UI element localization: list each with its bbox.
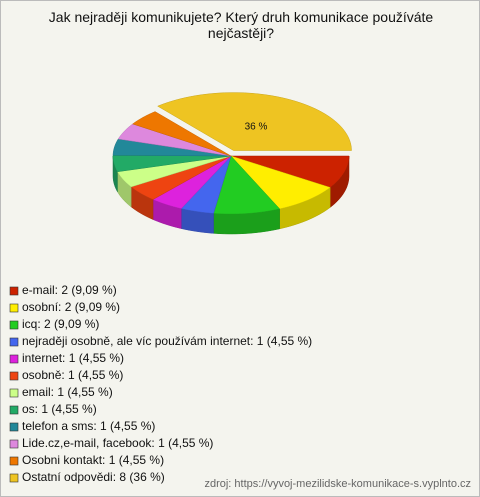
legend-label: osobní: 2 (9,09 %) — [22, 300, 120, 314]
slice — [112, 155, 232, 173]
legend-swatch — [9, 456, 19, 466]
legend-swatch — [9, 320, 19, 330]
legend-label: internet: 1 (4,55 %) — [22, 351, 124, 365]
legend-swatch — [9, 473, 19, 483]
legend-label: email: 1 (4,55 %) — [22, 385, 113, 399]
slice — [180, 155, 232, 214]
legend-label: os: 1 (4,55 %) — [22, 402, 97, 416]
slice — [117, 155, 232, 188]
legend-swatch — [9, 371, 19, 381]
legend-label: Ostatní odpovědi: 8 (36 %) — [22, 470, 165, 484]
slice — [132, 111, 232, 157]
legend-swatch — [9, 439, 19, 449]
legend-label: e-mail: 2 (9,09 %) — [22, 283, 117, 297]
slice — [213, 155, 281, 215]
legend-swatch — [9, 286, 19, 296]
legend-swatch — [9, 354, 19, 364]
legend-label: osobně: 1 (4,55 %) — [22, 368, 123, 382]
source: zdroj: https://vyvoj-mezilidske-komunika… — [204, 478, 471, 490]
slice — [230, 155, 350, 188]
legend-label: Osobni kontakt: 1 (4,55 %) — [22, 453, 164, 467]
legend-swatch — [9, 388, 19, 398]
slice — [117, 123, 232, 157]
legend-swatch — [9, 405, 19, 415]
legend-label: nejraději osobně, ale víc používám inter… — [22, 334, 312, 348]
slice-label: 36 % — [245, 122, 268, 133]
legend-label: telefon a sms: 1 (4,55 %) — [22, 419, 155, 433]
legend-swatch — [9, 303, 19, 313]
slice — [230, 155, 331, 210]
legend-label: icq: 2 (9,09 %) — [22, 317, 99, 331]
slice — [152, 155, 232, 209]
legend-label: Lide.cz,e-mail, facebook: 1 (4,55 %) — [22, 436, 213, 450]
legend-swatch — [9, 337, 19, 347]
slice — [130, 155, 232, 200]
legend-swatch — [9, 422, 19, 432]
slice — [157, 92, 352, 151]
chart-title: Jak nejraději komunikujete? Který druh k… — [48, 9, 434, 41]
